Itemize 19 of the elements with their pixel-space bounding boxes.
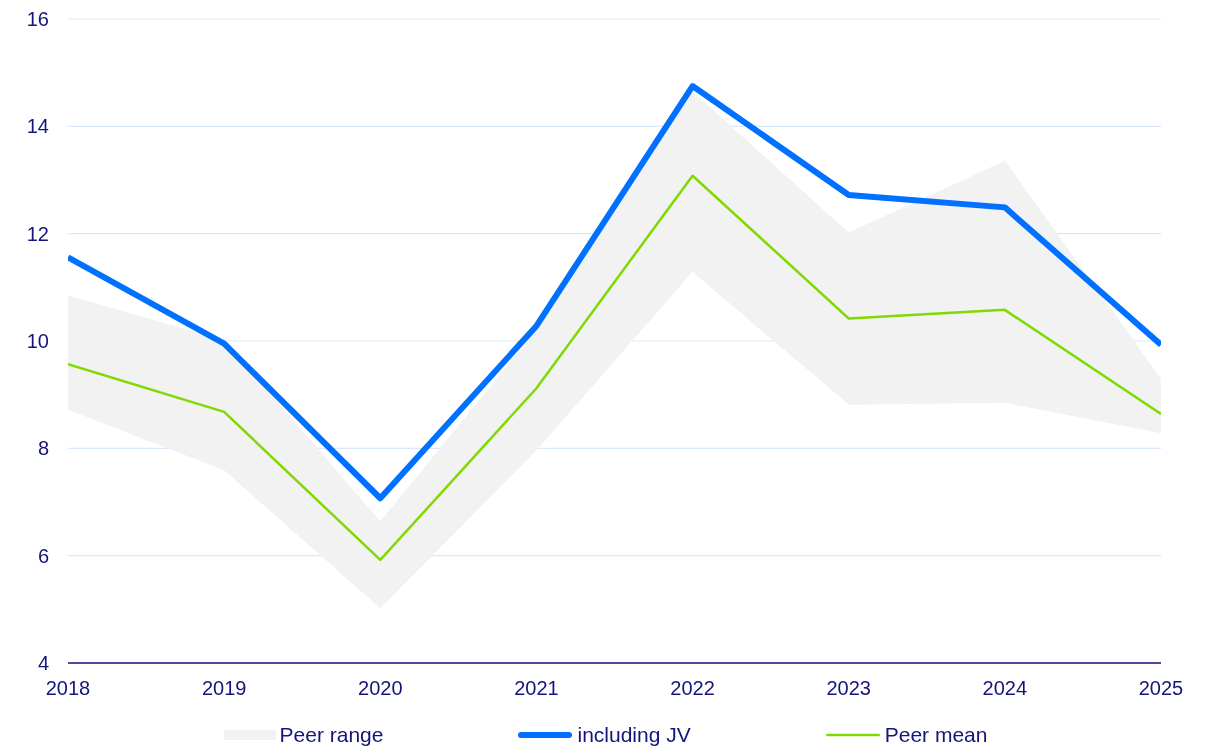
x-tick-label: 2020 xyxy=(358,677,403,700)
y-tick-label: 12 xyxy=(26,222,49,245)
line-series xyxy=(68,174,1161,562)
y-tick-label: 4 xyxy=(37,652,49,675)
x-tick-label: 2024 xyxy=(982,677,1028,700)
x-tick-label: 2021 xyxy=(514,677,559,700)
x-tick-label: 2023 xyxy=(826,677,871,700)
y-tick-label: 8 xyxy=(37,437,49,460)
y-tick-label: 10 xyxy=(26,330,49,353)
x-tick-label: 2019 xyxy=(201,677,247,700)
y-tick-label: 6 xyxy=(37,544,49,567)
y-tick-label: 14 xyxy=(26,115,49,138)
legend-label: Peer mean xyxy=(884,723,988,746)
legend-label: Peer range xyxy=(279,723,384,746)
legend-label: including JV xyxy=(577,723,691,746)
x-tick-label: 2018 xyxy=(45,677,91,700)
x-tick-label: 2022 xyxy=(670,677,715,700)
x-tick-label: 2025 xyxy=(1138,677,1184,700)
y-tick-label: 16 xyxy=(26,8,49,31)
